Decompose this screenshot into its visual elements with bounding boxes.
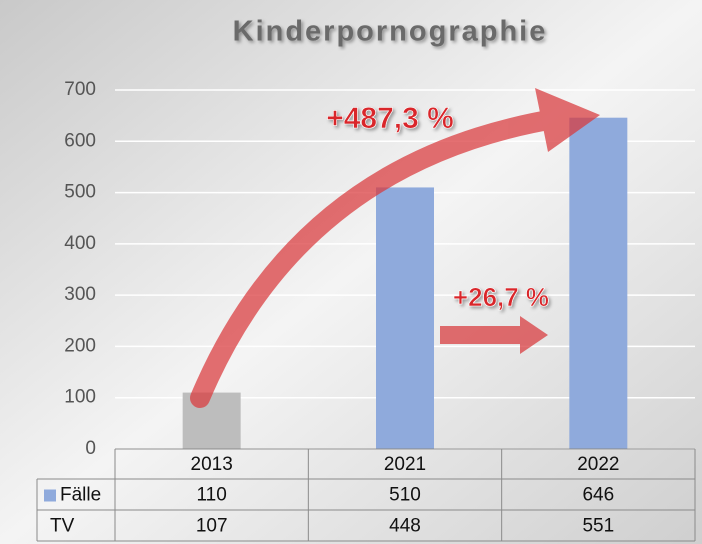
table-value: 448 [389,516,421,537]
table-value: 110 [197,485,227,506]
y-tick-label: 400 [64,233,96,254]
y-tick-label: 100 [64,387,96,408]
x-tick-label: 2021 [384,454,426,475]
y-tick-label: 500 [64,182,96,203]
bar [569,117,628,450]
y-tick-label: 300 [64,284,96,305]
bar [376,187,434,449]
legend-label: TV [50,516,75,537]
chart-title: Kinderpornographie [233,16,548,48]
legend-label: Fälle [60,485,101,506]
y-tick-label: 700 [64,79,96,100]
table-value: 551 [582,516,614,537]
data-table: 2013 2021 2022 Fälle 110 510 646 TV 107 448 551 [36,448,696,542]
y-tick-label: 600 [64,130,96,151]
annotation: +487,3 % [326,102,454,135]
x-tick-label: 2022 [577,454,619,475]
growth-arrow [190,108,570,408]
table-value: 510 [389,485,421,506]
plot-area: 0 100 200 300 400 500 600 700 [64,79,695,459]
arrow-head [535,88,600,152]
table-value: 107 [196,516,228,537]
small-arrow-head [520,316,548,354]
small-arrow [440,326,522,344]
annotation-arrows [190,88,600,408]
y-tick-label: 0 [85,438,96,459]
legend-swatch [44,489,56,502]
y-tick-label: 200 [64,335,96,356]
table-value: 646 [582,485,614,506]
annotation: +26,7 % [453,282,549,312]
x-tick-label: 2013 [191,454,233,475]
